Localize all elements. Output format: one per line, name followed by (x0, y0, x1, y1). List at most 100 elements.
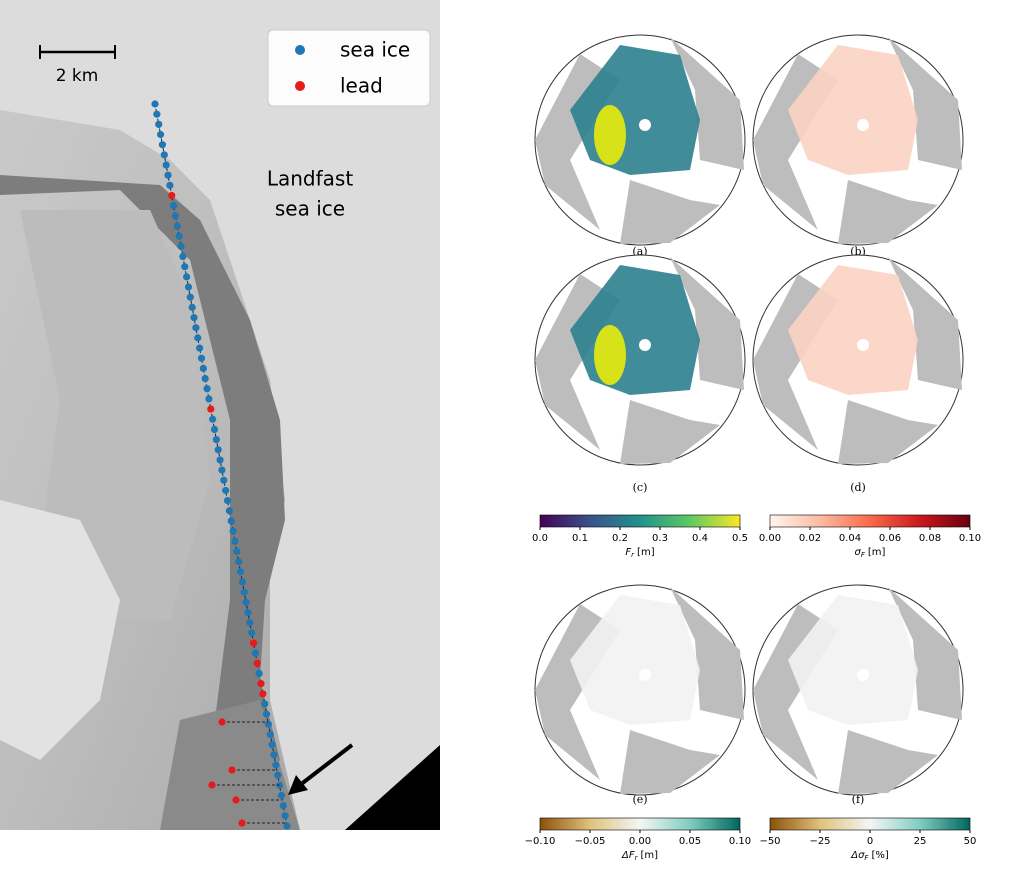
sea-ice-point (227, 517, 235, 525)
sea-ice-point (196, 344, 204, 352)
ice-field (570, 595, 700, 725)
colorbar-tick-label: 0.5 (732, 533, 748, 544)
lead-point (232, 796, 240, 804)
sea-ice-point (186, 293, 194, 301)
sea-ice-point (255, 669, 263, 678)
sea-ice-point (272, 761, 280, 769)
sea-ice-point (216, 456, 224, 464)
arrow-head (288, 775, 308, 795)
sea-ice-point (283, 822, 291, 830)
colorbar-tick-label: 0.3 (652, 533, 668, 544)
scale-label: 2 km (56, 66, 99, 86)
label-sub: r (635, 854, 639, 862)
land (620, 400, 720, 464)
colorbar-label: σF [m] (855, 547, 886, 559)
sea-ice-point (251, 649, 259, 657)
lead-point (208, 781, 216, 789)
sea-ice-point (171, 212, 180, 220)
label-unit: [%] (871, 850, 888, 861)
sea-ice-point (231, 537, 239, 545)
maps: (a) (b) (c) (d) (e) (f) (534, 34, 964, 806)
arrow (298, 743, 354, 787)
lead-point (218, 718, 226, 726)
sea-ice-point (164, 171, 172, 179)
lead-point (228, 766, 236, 774)
thick-region (594, 325, 626, 385)
sea-ice-point (270, 751, 278, 759)
sea-ice-point (183, 273, 191, 281)
label-sub: F (861, 551, 866, 559)
sea-ice-point (169, 202, 178, 210)
ice-field (788, 595, 918, 725)
pole (857, 119, 869, 131)
sea-ice-point (220, 476, 228, 484)
sea-ice-point (248, 629, 256, 637)
sea-ice-point (222, 486, 230, 495)
sea-ice-point (194, 334, 202, 342)
sea-ice-point (175, 232, 183, 240)
sea-ice-point (261, 700, 269, 708)
colorbar-tick-label: 0.2 (612, 533, 628, 544)
sea-ice-point (210, 425, 219, 434)
label-main: Δσ (850, 850, 865, 861)
sea-ice-point (236, 568, 245, 576)
annotation: Landfast (267, 167, 353, 191)
sea-ice-point (153, 110, 161, 118)
land (838, 730, 938, 794)
legend-entry: lead (340, 74, 383, 98)
panel-label: (f) (852, 793, 865, 806)
satellite-image (0, 0, 440, 830)
sea-ice-point (246, 619, 254, 627)
legend-box (267, 29, 431, 107)
land (888, 257, 962, 390)
colorbar-tick-label: 0 (867, 836, 873, 847)
sea-ice-point (242, 598, 250, 606)
sea-ice-point (218, 466, 226, 474)
sea-ice-point (264, 720, 273, 728)
land (838, 400, 938, 464)
legend-entry: sea ice (340, 38, 410, 62)
land (670, 257, 744, 390)
lead-point (259, 690, 267, 698)
colorbar-tick-label: 0.06 (879, 533, 901, 544)
colorbar-tick-label: 0.1 (572, 533, 588, 544)
sea-ice-point (229, 527, 237, 535)
colorbar-tick-label: 0.04 (839, 533, 861, 544)
colorbar-tick-label: 0.0 (532, 533, 548, 544)
panel-label: (c) (633, 481, 648, 494)
sea-ice-point (181, 263, 189, 271)
colorbar (769, 817, 971, 831)
sea-ice-point (203, 385, 211, 393)
sea-ice-point (177, 242, 185, 250)
sea-ice-point (166, 181, 174, 189)
colorbar-tick-label: 0.02 (799, 533, 821, 544)
sea-ice-point (244, 608, 252, 617)
colorbar-tick-label: −50 (759, 836, 780, 847)
legend-marker (295, 81, 305, 91)
sea-ice-point (179, 252, 187, 261)
sea-ice-point (209, 415, 217, 423)
colorbar-tick-label: −25 (809, 836, 830, 847)
colorbar-tick-label: 0.08 (919, 533, 941, 544)
sea-ice-point (277, 791, 286, 800)
sea-ice-point (190, 313, 198, 322)
pole (639, 339, 651, 351)
label-unit: [m] (637, 547, 655, 558)
pole (857, 669, 869, 681)
colorbar-tick-label: −0.05 (575, 836, 606, 847)
colorbar-tick-label: 0.10 (729, 836, 751, 847)
legend-marker (295, 45, 305, 55)
lead-point (253, 659, 261, 667)
colorbar (539, 514, 741, 528)
polar-map: (b) (752, 34, 964, 258)
polar-map: (e) (534, 584, 746, 806)
sea-ice-point (173, 222, 181, 230)
sea-ice-point (199, 364, 207, 372)
sea-ice-point (266, 730, 274, 739)
polar-map: (c) (534, 254, 746, 494)
lead-point (238, 819, 246, 827)
colorbar-tick-label: 0.05 (679, 836, 701, 847)
pole (857, 339, 869, 351)
colorbar-tick-label: 25 (914, 836, 927, 847)
pole (639, 669, 651, 681)
